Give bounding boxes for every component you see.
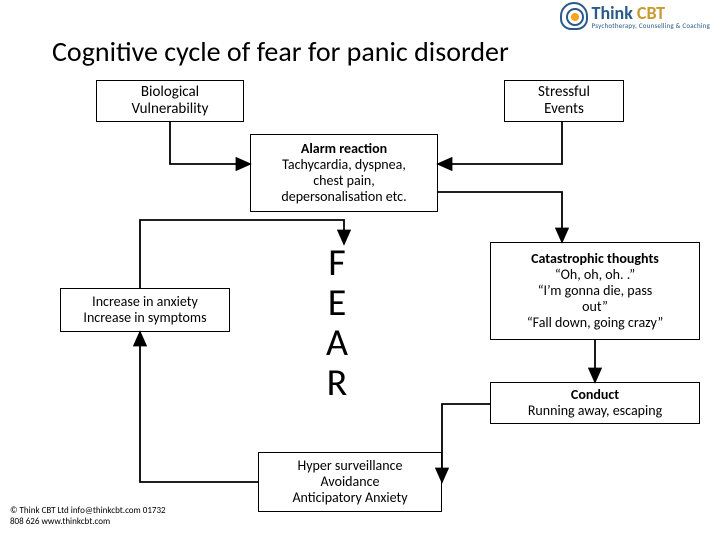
box-line: Tachycardia, dyspnea, <box>255 157 433 173</box>
box-line: Catastrophic thoughts <box>495 251 695 267</box>
fear-letter: F <box>326 244 348 284</box>
logo-tagline: Psychotherapy, Counselling & Coaching <box>592 22 710 29</box>
brand-logo-icon <box>560 2 588 30</box>
box-biological: BiologicalVulnerability <box>96 80 244 122</box>
box-alarm: Alarm reactionTachycardia, dyspnea,chest… <box>250 134 438 212</box>
fear-letter: R <box>326 364 348 404</box>
box-line: Increase in anxiety <box>65 294 225 310</box>
box-line: Running away, escaping <box>495 403 695 419</box>
box-line: chest pain, <box>255 173 433 189</box>
page-title: Cognitive cycle of fear for panic disord… <box>52 34 509 69</box>
box-line: depersonalisation etc. <box>255 189 433 205</box>
box-line: Vulnerability <box>101 101 239 118</box>
fear-letters: FEAR <box>326 244 348 404</box>
box-line: Increase in symptoms <box>65 310 225 326</box>
box-increase: Increase in anxietyIncrease in symptoms <box>60 288 230 332</box>
box-line: Avoidance <box>263 474 437 490</box>
box-catastrophic: Catastrophic thoughts“Oh, oh, oh. .”“I’m… <box>490 242 700 340</box>
brand-logo-text: Think CBT Psychotherapy, Counselling & C… <box>592 4 710 29</box>
box-stressful: StressfulEvents <box>504 80 624 122</box>
box-line: “I’m gonna die, pass <box>495 283 695 299</box>
box-line: Anticipatory Anxiety <box>263 490 437 506</box>
footer-line-2: 808 626 www.thinkcbt.com <box>10 517 166 528</box>
box-conduct: ConductRunning away, escaping <box>490 382 700 424</box>
box-line: Alarm reaction <box>255 141 433 157</box>
box-line: Conduct <box>495 387 695 403</box>
box-line: “Fall down, going crazy” <box>495 315 695 331</box>
box-line: Stressful <box>509 84 619 101</box>
box-hyper: Hyper surveillanceAvoidanceAnticipatory … <box>258 452 442 512</box>
fear-letter: E <box>326 284 348 324</box>
fear-letter: A <box>326 324 348 364</box>
box-line: “Oh, oh, oh. .” <box>495 267 695 283</box>
box-line: Biological <box>101 84 239 101</box>
box-line: out” <box>495 299 695 315</box>
box-line: Events <box>509 101 619 118</box>
brand-logo: Think CBT Psychotherapy, Counselling & C… <box>560 2 710 30</box>
copyright-footer: © Think CBT Ltd info@thinkcbt.com 01732 … <box>10 506 166 528</box>
box-line: Hyper surveillance <box>263 458 437 474</box>
